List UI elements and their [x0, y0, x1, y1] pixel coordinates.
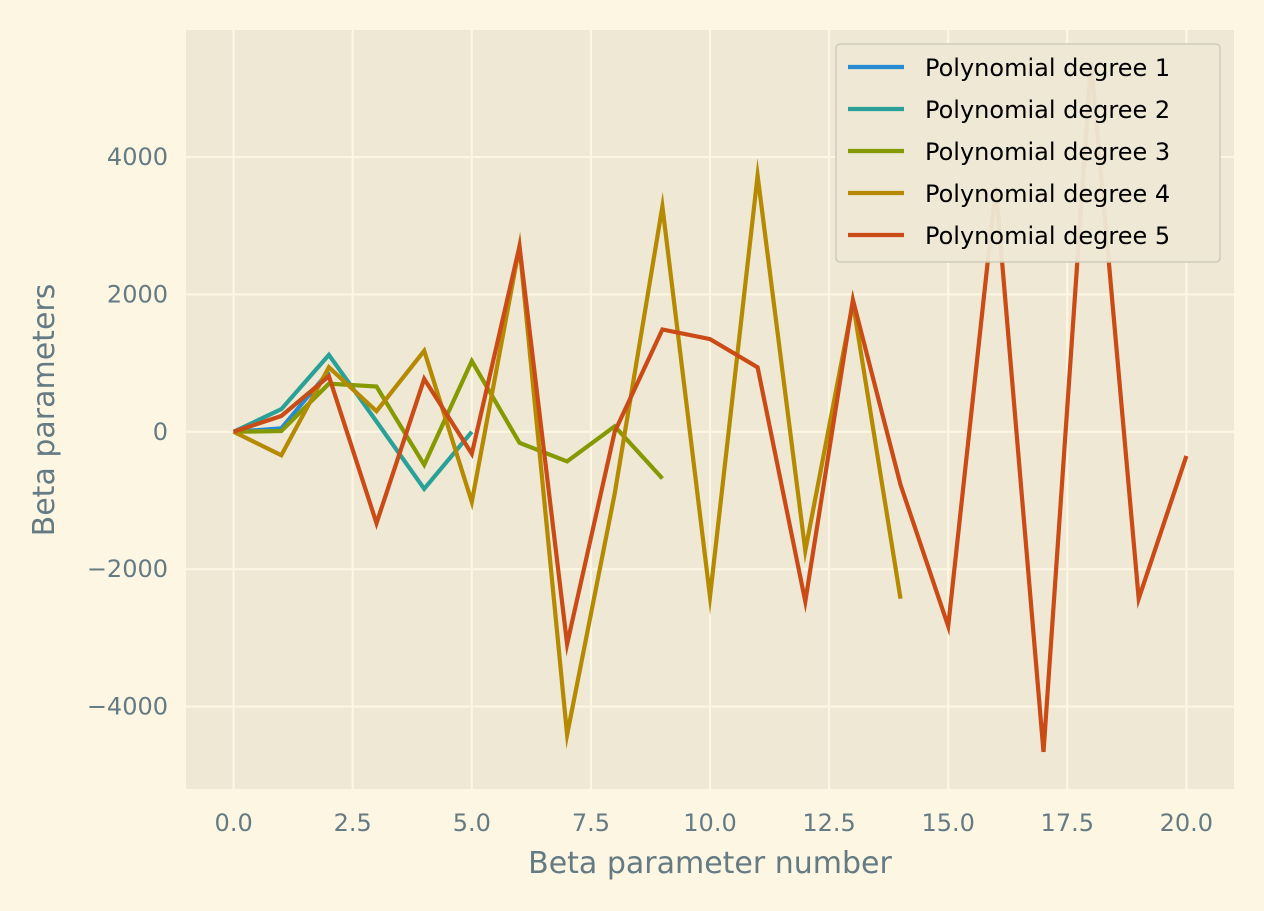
- x-axis-label: Beta parameter number: [528, 846, 892, 881]
- x-tick-label: 15.0: [921, 809, 974, 837]
- y-axis-label: Beta parameters: [27, 284, 62, 537]
- legend-label-3: Polynomial degree 3: [925, 138, 1170, 166]
- x-tick-label: 2.5: [334, 809, 372, 837]
- y-tick-label: 2000: [107, 280, 168, 308]
- y-tick-labels: 4000 2000 0 −2000 −4000: [87, 143, 168, 721]
- x-tick-label: 10.0: [683, 809, 736, 837]
- series-lines: [232, 62, 1189, 753]
- legend-label-4: Polynomial degree 4: [925, 180, 1170, 208]
- x-tick-label: 7.5: [572, 809, 610, 837]
- series-line-5: [232, 62, 1189, 753]
- y-tick-label: 0: [153, 418, 168, 446]
- legend-label-5: Polynomial degree 5: [925, 222, 1170, 250]
- x-tick-label: 20.0: [1160, 809, 1213, 837]
- series-line-4: [232, 157, 903, 750]
- x-tick-label: 17.5: [1041, 809, 1094, 837]
- legend: Polynomial degree 1 Polynomial degree 2 Po…: [835, 43, 1221, 263]
- legend-box: [835, 43, 1221, 263]
- legend-items: Polynomial degree 1 Polynomial degree 2 Po…: [848, 54, 1170, 250]
- legend-label-2: Polynomial degree 2: [925, 96, 1170, 124]
- x-tick-label: 12.5: [802, 809, 855, 837]
- y-tick-label: 4000: [107, 143, 168, 171]
- x-tick-label: 5.0: [453, 809, 491, 837]
- y-tick-label: −2000: [87, 555, 168, 583]
- legend-label-1: Polynomial degree 1: [925, 54, 1170, 82]
- x-tick-labels: 0.0 2.5 5.0 7.5 10.0 12.5 15.0 17.5 20.0: [215, 809, 1214, 837]
- x-tick-label: 0.0: [215, 809, 253, 837]
- y-tick-label: −4000: [87, 693, 168, 721]
